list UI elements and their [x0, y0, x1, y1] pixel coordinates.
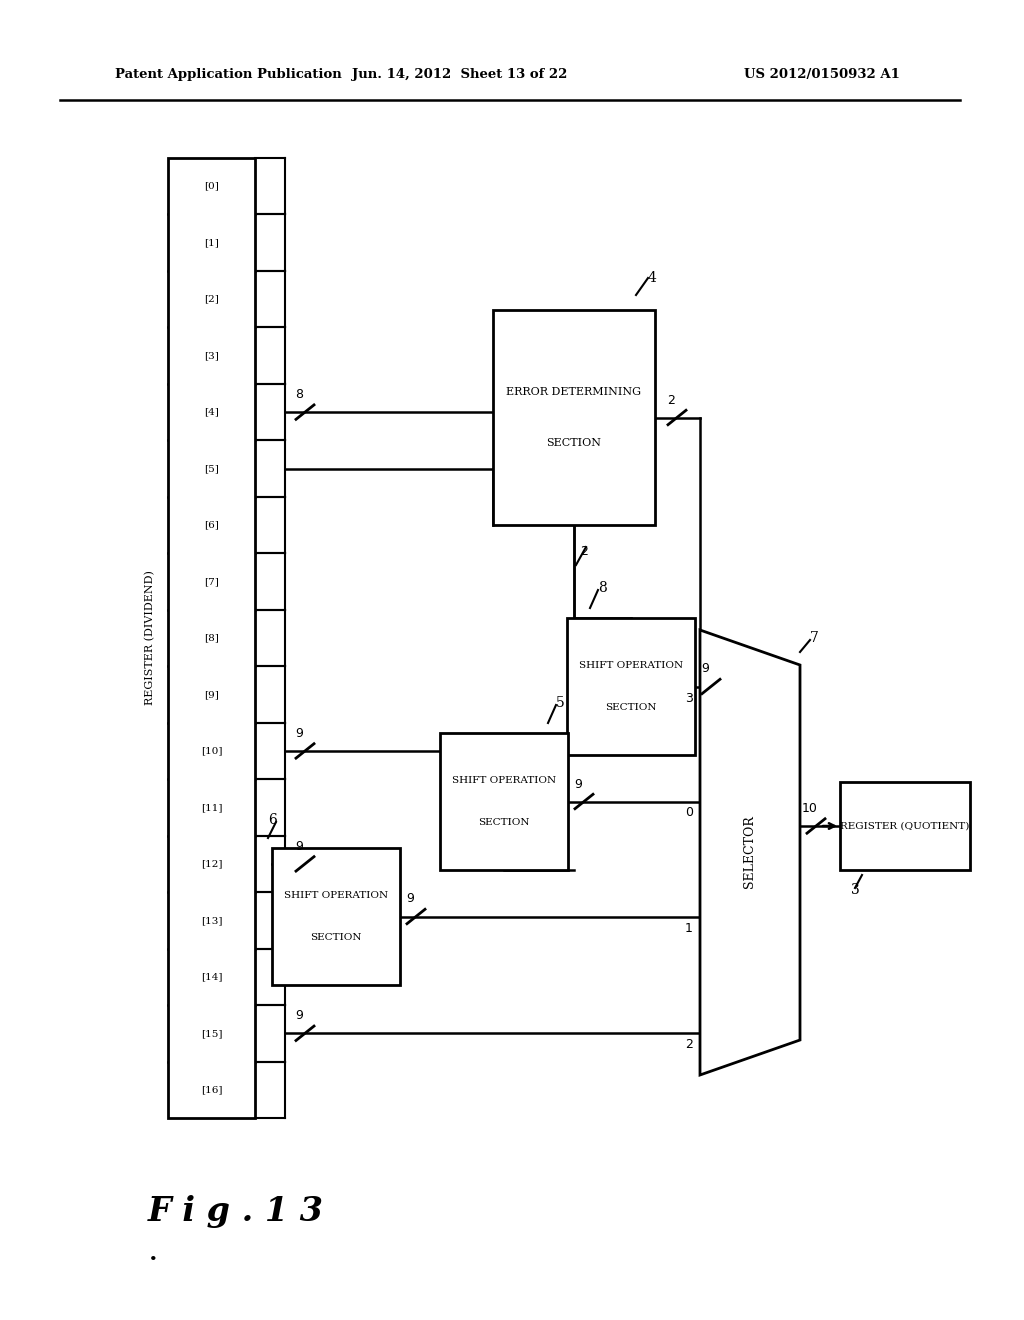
- Text: 8: 8: [295, 388, 303, 401]
- Text: SHIFT OPERATION: SHIFT OPERATION: [579, 661, 683, 671]
- Text: 9: 9: [295, 727, 303, 741]
- Text: [7]: [7]: [204, 577, 219, 586]
- Text: 5: 5: [556, 696, 565, 710]
- Text: 2: 2: [685, 1039, 693, 1051]
- Text: [0]: [0]: [204, 182, 219, 190]
- Text: SECTION: SECTION: [478, 817, 529, 826]
- Text: [5]: [5]: [204, 465, 219, 473]
- Text: 3: 3: [851, 883, 859, 898]
- Bar: [840, 781, 970, 870]
- Text: SECTION: SECTION: [605, 702, 656, 711]
- Text: SELECTOR: SELECTOR: [743, 816, 757, 888]
- Text: 8: 8: [598, 581, 607, 595]
- Text: SECTION: SECTION: [310, 932, 361, 941]
- Bar: [493, 310, 655, 525]
- Text: 1: 1: [685, 921, 693, 935]
- Text: REGISTER (QUOTIENT): REGISTER (QUOTIENT): [841, 821, 970, 830]
- Text: [9]: [9]: [204, 690, 219, 700]
- Text: Patent Application Publication: Patent Application Publication: [115, 69, 342, 81]
- Text: [8]: [8]: [204, 634, 219, 643]
- Bar: [168, 158, 255, 1118]
- Text: ERROR DETERMINING: ERROR DETERMINING: [507, 387, 641, 397]
- Text: [1]: [1]: [204, 238, 219, 247]
- Text: 7: 7: [810, 631, 819, 645]
- Text: REGISTER (DIVIDEND): REGISTER (DIVIDEND): [144, 570, 156, 705]
- Text: [4]: [4]: [204, 408, 219, 417]
- Text: [15]: [15]: [201, 1028, 222, 1038]
- Text: [10]: [10]: [201, 746, 222, 755]
- Text: [11]: [11]: [201, 803, 222, 812]
- Text: Jun. 14, 2012  Sheet 13 of 22: Jun. 14, 2012 Sheet 13 of 22: [352, 69, 567, 81]
- Text: 2: 2: [667, 393, 675, 407]
- Text: 9: 9: [295, 840, 303, 853]
- Bar: [567, 618, 695, 755]
- Text: 3: 3: [685, 692, 693, 705]
- Bar: [272, 847, 400, 985]
- Text: [3]: [3]: [204, 351, 219, 360]
- Text: SHIFT OPERATION: SHIFT OPERATION: [452, 776, 556, 785]
- Text: .: .: [148, 1236, 159, 1267]
- Text: SECTION: SECTION: [547, 438, 601, 449]
- Text: [2]: [2]: [204, 294, 219, 304]
- Text: 10: 10: [802, 803, 818, 814]
- Text: US 2012/0150932 A1: US 2012/0150932 A1: [744, 69, 900, 81]
- Text: 9: 9: [574, 777, 582, 791]
- Bar: [440, 733, 568, 870]
- Text: 6: 6: [268, 813, 276, 828]
- Text: 2: 2: [580, 545, 588, 558]
- Text: 9: 9: [407, 892, 414, 906]
- Text: [12]: [12]: [201, 859, 222, 869]
- Text: F i g . 1 3: F i g . 1 3: [148, 1195, 324, 1228]
- Text: [13]: [13]: [201, 916, 222, 925]
- Text: SHIFT OPERATION: SHIFT OPERATION: [284, 891, 388, 900]
- Text: [14]: [14]: [201, 973, 222, 981]
- Text: [6]: [6]: [204, 520, 219, 529]
- Text: [16]: [16]: [201, 1085, 222, 1094]
- Polygon shape: [700, 630, 800, 1074]
- Text: 9: 9: [701, 663, 709, 676]
- Text: 0: 0: [685, 807, 693, 820]
- Text: 4: 4: [648, 271, 656, 285]
- Text: 9: 9: [295, 1010, 303, 1022]
